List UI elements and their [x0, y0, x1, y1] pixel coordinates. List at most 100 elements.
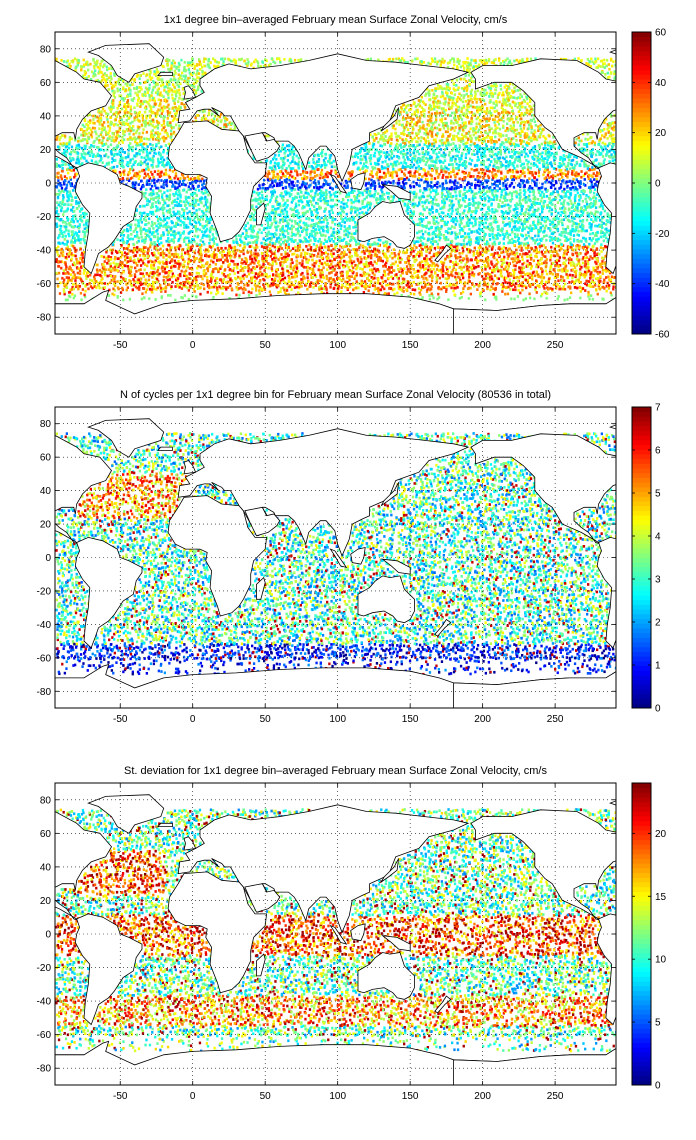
data-cell [113, 265, 117, 269]
data-cell [64, 220, 67, 224]
data-cell [124, 247, 127, 251]
data-cell [235, 240, 238, 244]
data-cell [170, 138, 174, 142]
data-cell [144, 219, 148, 222]
data-cell [164, 201, 167, 205]
data-cell [179, 263, 182, 267]
data-cell [94, 63, 97, 67]
data-cell [116, 144, 119, 147]
data-cell [282, 286, 285, 290]
data-cell [129, 282, 133, 286]
data-cell [85, 128, 89, 132]
data-cell [170, 275, 173, 279]
data-cell [335, 203, 339, 207]
data-cell [116, 257, 119, 261]
data-cell [173, 90, 177, 93]
data-cell [263, 269, 266, 272]
data-cell [243, 260, 246, 264]
data-cell [254, 272, 258, 276]
data-cell [278, 233, 282, 236]
data-cell [151, 165, 155, 169]
data-cell [110, 107, 113, 111]
data-cell [266, 245, 269, 249]
data-cell [191, 181, 194, 184]
data-cell [303, 213, 306, 216]
data-cell [112, 94, 115, 97]
data-cell [139, 218, 142, 222]
data-cell [196, 215, 199, 218]
data-cell [100, 113, 103, 116]
data-cell [251, 225, 255, 229]
data-cell [144, 191, 147, 195]
data-cell [77, 267, 80, 270]
data-cell [175, 255, 178, 259]
data-cell [236, 288, 239, 291]
data-cell [217, 119, 220, 123]
data-cell [122, 247, 126, 250]
data-cell [57, 164, 60, 167]
data-cell [338, 266, 341, 270]
data-cell [295, 263, 298, 267]
data-cell [147, 221, 150, 225]
data-cell [81, 162, 84, 165]
data-cell [121, 288, 125, 292]
data-cell [215, 60, 219, 64]
data-cell [174, 204, 177, 207]
data-cell [169, 233, 173, 237]
data-cell [180, 296, 183, 299]
data-cell [187, 236, 190, 240]
data-cell [338, 239, 341, 243]
data-cell [321, 154, 324, 158]
data-cell [250, 277, 254, 280]
data-cell [146, 121, 150, 125]
data-cell [179, 234, 182, 237]
data-cell [207, 113, 211, 117]
data-cell [215, 292, 218, 296]
data-cell [152, 270, 155, 274]
data-cell [189, 187, 192, 191]
data-cell [122, 86, 125, 89]
data-cell [264, 204, 268, 207]
data-cell [78, 217, 82, 221]
data-cell [174, 265, 177, 268]
data-cell [313, 186, 316, 189]
data-cell [55, 158, 59, 161]
data-cell [76, 155, 80, 159]
data-cell [317, 168, 320, 171]
data-cell [175, 191, 178, 194]
data-cell [232, 241, 235, 244]
data-cell [327, 247, 330, 251]
data-cell [128, 138, 131, 141]
data-cell [138, 110, 142, 114]
data-cell [121, 237, 124, 240]
data-cell [277, 224, 280, 228]
data-cell [125, 241, 129, 245]
data-cell [165, 136, 168, 140]
data-cell [339, 252, 343, 256]
data-cell [253, 275, 257, 279]
data-cell [326, 230, 330, 234]
data-cell [177, 210, 180, 214]
data-cell [291, 186, 294, 190]
data-cell [335, 242, 338, 245]
data-cell [329, 172, 332, 175]
data-cell [203, 109, 206, 113]
data-cell [109, 116, 112, 119]
data-cell [108, 135, 111, 138]
data-cell [194, 198, 198, 202]
data-cell [96, 145, 99, 149]
data-cell [62, 151, 66, 155]
data-cell [66, 271, 69, 274]
data-cell [325, 200, 328, 203]
data-cell [175, 109, 179, 113]
data-cell [319, 272, 322, 275]
data-cell [158, 226, 161, 229]
data-cell [277, 202, 281, 206]
data-cell [188, 76, 191, 80]
data-cell [119, 279, 122, 283]
data-cell [99, 116, 103, 120]
data-cell [282, 235, 285, 239]
data-cell [150, 266, 153, 270]
data-cell [205, 220, 208, 223]
data-cell [323, 199, 327, 202]
